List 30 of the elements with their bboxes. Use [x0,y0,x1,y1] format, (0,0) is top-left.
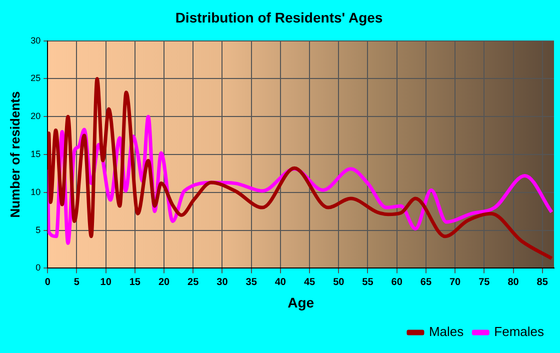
x-tick-label: 15 [129,276,141,288]
y-tick-label: 30 [30,35,41,46]
x-tick-label: 55 [362,276,374,288]
x-tick-label: 60 [391,276,403,288]
x-tick-label: 50 [333,276,345,288]
x-tick-label: 45 [304,276,316,288]
x-tick-label: 5 [74,276,80,288]
y-tick-label: 5 [36,224,41,235]
y-axis-title: Number of residents [7,91,22,218]
x-tick-label: 20 [158,276,170,288]
x-tick-label: 65 [420,276,432,288]
x-tick-label: 35 [246,276,258,288]
y-tick-label: 20 [30,111,41,122]
y-tick-label: 25 [30,73,41,84]
x-tick-label: 25 [188,276,200,288]
x-tick-label: 70 [449,276,462,288]
x-tick-label: 0 [44,276,51,288]
legend-label: Females [494,324,544,340]
x-tick-label: 40 [274,276,286,288]
x-tick-label: 30 [216,276,228,288]
legend-label: Males [428,324,464,340]
y-tick-label: 0 [36,262,41,273]
x-tick-label: 75 [478,276,490,288]
y-tick-label: 15 [30,148,41,159]
x-tick-label: 85 [536,276,548,288]
x-tick-label: 80 [508,276,520,288]
chart-title: Distribution of Residents' Ages [175,9,383,26]
x-tick-label: 10 [100,276,112,288]
y-tick-label: 10 [30,186,41,197]
x-axis-title: Age [288,294,314,310]
